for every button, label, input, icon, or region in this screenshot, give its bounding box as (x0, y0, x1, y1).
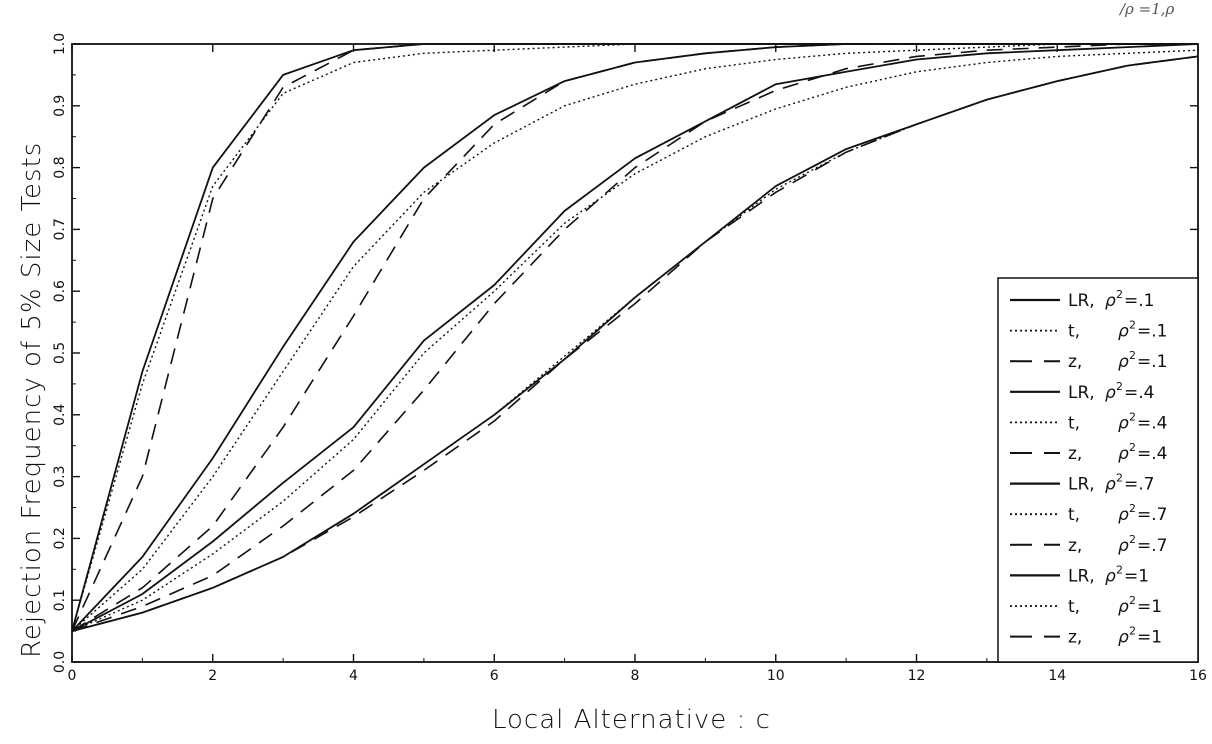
y-tick-label: 1.0 (52, 33, 68, 55)
legend-item: z, ρ 2 =.1 (1010, 349, 1167, 372)
y-tick-label: 0.1 (52, 589, 68, 611)
legend-item: LR, ρ 2 =.4 (1010, 380, 1154, 403)
x-tick-label: 12 (908, 668, 926, 684)
legend-label: LR, (1068, 291, 1095, 311)
legend-rho: ρ (1118, 352, 1129, 372)
series-lines (71, 43, 1199, 632)
legend-rho: ρ (1118, 505, 1129, 525)
series-line-12 (71, 55, 1199, 632)
x-tick-label: 0 (68, 668, 77, 684)
legend-item: z, ρ 2 =.4 (1010, 441, 1167, 464)
legend-item: z, ρ 2 =.7 (1010, 533, 1167, 556)
x-tick-label: 8 (631, 668, 640, 684)
series-line-3 (71, 43, 1198, 632)
legend-superscript: 2 (1129, 625, 1136, 638)
y-tick-label: 0.4 (52, 404, 68, 426)
legend-value: =.4 (1137, 413, 1167, 433)
legend-label: z, (1068, 628, 1082, 648)
x-tick-label: 2 (208, 668, 217, 684)
legend-label: LR, (1068, 475, 1095, 495)
x-tick-label: 6 (490, 668, 499, 684)
legend-superscript: 2 (1116, 380, 1123, 393)
legend-value: =.1 (1124, 291, 1154, 311)
legend-label: z, (1068, 536, 1082, 556)
x-tick-label: 4 (349, 668, 358, 684)
legend-label: t, (1068, 505, 1080, 525)
y-tick-label: 0.3 (52, 465, 68, 487)
y-tick-label: 0.5 (52, 342, 68, 364)
series-line-9 (71, 43, 1198, 632)
legend-rho: ρ (1105, 566, 1116, 586)
legend-label: LR, (1068, 566, 1095, 586)
y-axis-title: Rejection Frequency of 5% Size Tests (17, 142, 47, 658)
legend-rho: ρ (1118, 597, 1129, 617)
legend-rho: ρ (1118, 444, 1129, 464)
legend-superscript: 2 (1129, 441, 1136, 454)
series-line-6 (71, 43, 1198, 632)
series-line-8 (71, 49, 1199, 632)
legend-superscript: 2 (1129, 533, 1136, 546)
legend-rho: ρ (1118, 413, 1129, 433)
x-tick-label: 14 (1048, 668, 1066, 684)
legend-value: =1 (1137, 628, 1162, 648)
y-axis-ticks: 0.0 0.1 0.2 0.3 0.4 0.5 0.6 0.7 0.8 0.9 1.0 (52, 33, 1198, 673)
y-tick-label: 0.0 (52, 651, 68, 673)
legend-item: z, ρ 2 =1 (1010, 625, 1162, 648)
legend-superscript: 2 (1129, 410, 1136, 423)
legend-rho: ρ (1105, 383, 1116, 403)
legend-rho: ρ (1118, 536, 1129, 556)
legend-superscript: 2 (1116, 472, 1123, 485)
legend: LR, ρ 2 =.1t, ρ 2 =.1z, ρ 2 =.1LR, ρ 2 =.4t, ρ 2 =.4z, ρ… (997, 277, 1199, 663)
y-tick-label: 0.8 (52, 156, 68, 178)
legend-value: =.1 (1137, 322, 1167, 342)
legend-rho: ρ (1105, 475, 1116, 495)
legend-value: =.7 (1137, 536, 1167, 556)
legend-value: =.4 (1124, 383, 1154, 403)
legend-label: t, (1068, 597, 1080, 617)
legend-rho: ρ (1118, 322, 1129, 342)
legend-value: =.4 (1137, 444, 1167, 464)
y-tick-label: 0.7 (52, 218, 68, 240)
legend-value: =.7 (1137, 505, 1167, 525)
legend-value: =1 (1137, 597, 1162, 617)
legend-value: =1 (1124, 566, 1149, 586)
legend-superscript: 2 (1116, 288, 1123, 301)
legend-item: t, ρ 2 =1 (1010, 594, 1162, 617)
legend-item: t, ρ 2 =.7 (1010, 502, 1167, 525)
legend-superscript: 2 (1129, 502, 1136, 515)
legend-label: z, (1068, 352, 1082, 372)
legend-rho: ρ (1105, 291, 1116, 311)
corner-annotation: /ρ =1,ρ (1118, 0, 1175, 18)
legend-value: =.1 (1137, 352, 1167, 372)
legend-superscript: 2 (1129, 594, 1136, 607)
legend-label: t, (1068, 413, 1080, 433)
legend-item: LR, ρ 2 =1 (1010, 563, 1149, 586)
y-tick-label: 0.9 (52, 95, 68, 117)
y-tick-label: 0.6 (52, 280, 68, 302)
legend-rho: ρ (1118, 628, 1129, 648)
legend-item: t, ρ 2 =.4 (1010, 410, 1167, 433)
legend-item: t, ρ 2 =.1 (1010, 319, 1167, 342)
legend-superscript: 2 (1116, 563, 1123, 576)
y-tick-label: 0.2 (52, 527, 68, 549)
legend-superscript: 2 (1129, 319, 1136, 332)
series-line-7 (71, 43, 1199, 632)
legend-item: LR, ρ 2 =.1 (1010, 288, 1154, 311)
legend-label: z, (1068, 444, 1082, 464)
x-tick-label: 10 (767, 668, 785, 684)
legend-items: LR, ρ 2 =.1t, ρ 2 =.1z, ρ 2 =.1LR, ρ 2 =.4t, ρ 2 =.4z, ρ… (1010, 288, 1167, 648)
legend-label: t, (1068, 322, 1080, 342)
legend-value: =.7 (1124, 475, 1154, 495)
legend-label: LR, (1068, 383, 1095, 403)
x-tick-label: 16 (1189, 668, 1207, 684)
x-axis-title: Local Alternative : c (492, 705, 771, 735)
legend-superscript: 2 (1129, 349, 1136, 362)
legend-box (997, 277, 1199, 663)
legend-item: LR, ρ 2 =.7 (1010, 472, 1154, 495)
